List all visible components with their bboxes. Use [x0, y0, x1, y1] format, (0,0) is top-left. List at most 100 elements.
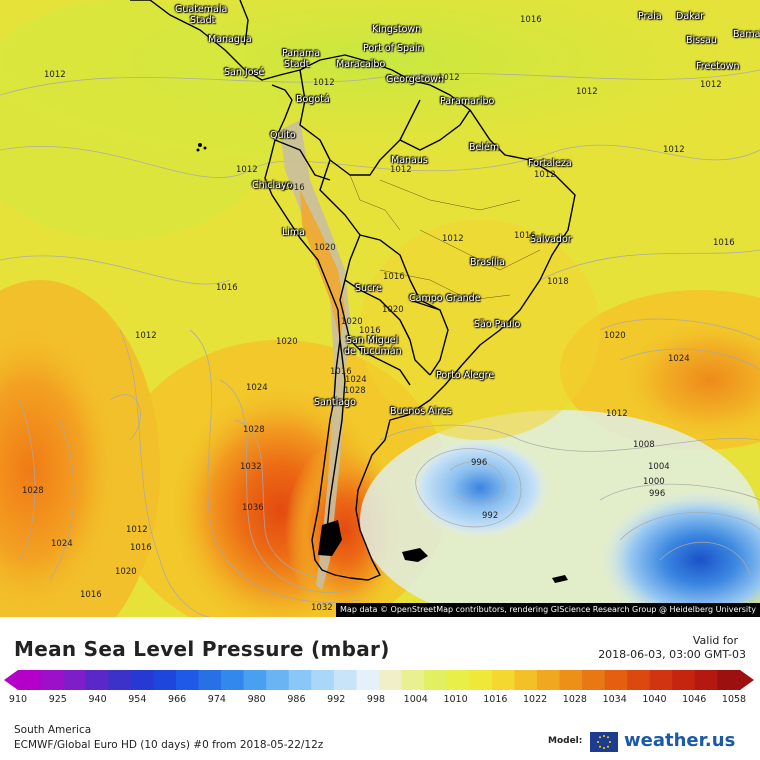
colorbar-segment — [333, 670, 357, 690]
isobar-value-label: 1024 — [51, 539, 73, 549]
colorbar-segment — [175, 670, 199, 690]
weather-us-logo[interactable]: weather.us — [590, 730, 750, 754]
city-name: Port of Spain — [363, 43, 424, 54]
colorbar-segment — [243, 670, 267, 690]
city-label: Freetown — [696, 62, 740, 72]
city-label: Quito — [270, 131, 296, 141]
colorbar-segment — [130, 670, 154, 690]
colorbar-tick-label: 1046 — [682, 694, 707, 705]
city-label: Fortaleza — [528, 159, 572, 169]
city-label: San Miguel — [346, 336, 398, 346]
city-label: Guatemala — [175, 5, 227, 15]
isobar-value-label: 1036 — [242, 503, 264, 513]
isobar-value-label: 1012 — [126, 525, 148, 535]
isobar-value-label: 1028 — [243, 425, 265, 435]
colorbar-segment — [311, 670, 335, 690]
city-name: Lima — [282, 227, 306, 238]
city-name: São Paulo — [474, 319, 521, 330]
isobar-value-label: 1024 — [246, 383, 268, 393]
colorbar-tick-label: 1040 — [642, 694, 667, 705]
isobar-value-label: 1000 — [643, 477, 665, 487]
city-name: Managua — [208, 34, 252, 45]
city-name: Maracaibo — [336, 59, 386, 70]
isobar-value-label: 1032 — [240, 462, 262, 472]
isobar-value-label: 1012 — [700, 80, 722, 90]
isobar-value-label: 1016 — [713, 238, 735, 248]
city-label: Dakar — [676, 12, 704, 22]
city-label: Praia — [638, 12, 662, 22]
city-label: Salvador — [530, 235, 572, 245]
colorbar-tick-label: 940 — [88, 694, 107, 705]
colorbar-max-arrow — [740, 670, 754, 690]
valid-for-value: 2018-06-03, 03:00 GMT-03 — [598, 648, 746, 661]
city-name: Stadt — [284, 59, 310, 70]
colorbar-segment — [108, 670, 132, 690]
city-name: Stadt — [190, 15, 216, 26]
colorbar-tick-label: 954 — [128, 694, 147, 705]
colorbar-segment — [446, 670, 470, 690]
isobar-value-label: 1016 — [283, 183, 305, 193]
city-name: Georgetown — [386, 74, 444, 85]
city-label: Bogotá — [296, 95, 330, 105]
isobar-value-label: 996 — [649, 489, 666, 499]
isobar-value-label: 1016 — [130, 543, 152, 553]
city-name: Freetown — [696, 61, 740, 72]
colorbar-segment — [356, 670, 380, 690]
city-label: Porto Alegre — [436, 371, 494, 381]
region-label: South America — [14, 724, 92, 736]
city-label: Brasília — [470, 258, 505, 268]
city-name: Bissau — [686, 35, 717, 46]
colorbar-segment — [153, 670, 177, 690]
city-name: Chiclayo — [252, 180, 293, 191]
colorbar-tick-label: 992 — [327, 694, 346, 705]
isobar-value-label: 1024 — [345, 375, 367, 385]
city-label: Sucre — [355, 284, 382, 294]
colorbar-segment — [85, 670, 109, 690]
colorbar-tick-label: 1010 — [443, 694, 468, 705]
isobar-value-label: 1018 — [547, 277, 569, 287]
isobar-value-label: 1004 — [648, 462, 670, 472]
colorbar-segment — [18, 670, 42, 690]
colorbar-segment — [604, 670, 628, 690]
colorbar-tick-label: 1022 — [523, 694, 548, 705]
colorbar-segment — [717, 670, 741, 690]
isobar-value-label: 1016 — [80, 590, 102, 600]
colorbar-tick-label: 925 — [48, 694, 67, 705]
colorbar-segment — [221, 670, 245, 690]
colorbar-tick-label: 1058 — [721, 694, 747, 705]
city-label: Georgetown — [386, 75, 444, 85]
isobar-value-label: 1016 — [514, 231, 536, 241]
isobar-value-label: 1016 — [383, 272, 405, 282]
city-name: Bamako — [733, 29, 760, 40]
city-label: Port of Spain — [363, 44, 424, 54]
colorbar-segment — [288, 670, 312, 690]
city-name: Bogotá — [296, 94, 330, 105]
city-label: Santiago — [314, 398, 356, 408]
city-label: Stadt — [190, 16, 215, 26]
city-label: São Paulo — [474, 320, 520, 330]
colorbar-tick-label: 910 — [8, 694, 28, 705]
colorbar-tick-label: 974 — [207, 694, 226, 705]
city-label: Buenos Aires — [390, 407, 452, 417]
city-name: Salvador — [530, 234, 572, 245]
colorbar-segment — [536, 670, 560, 690]
colorbar-segment — [469, 670, 493, 690]
city-label: Kingstown — [372, 25, 421, 35]
colorbar-tick-label: 966 — [168, 694, 187, 705]
isobar-value-label: 1020 — [604, 331, 626, 341]
city-name: San José — [224, 67, 265, 78]
pressure-map — [0, 0, 760, 617]
city-name: Brasília — [470, 257, 505, 268]
isobar-value-label: 1012 — [576, 87, 598, 97]
city-label: Panama — [282, 49, 320, 59]
city-label: de Tucumán — [344, 347, 402, 357]
city-name: Quito — [270, 130, 296, 141]
map-attribution: Map data © OpenStreetMap contributors, r… — [336, 603, 760, 617]
isobar-value-label: 1016 — [216, 283, 238, 293]
city-label: Paramaribo — [440, 97, 494, 107]
isobar-value-label: 1032 — [311, 603, 333, 613]
city-label: Stadt — [284, 60, 309, 70]
eu-flag-icon — [590, 732, 618, 752]
isobar-value-label: 1020 — [314, 243, 336, 253]
city-label: Maracaibo — [336, 60, 385, 70]
